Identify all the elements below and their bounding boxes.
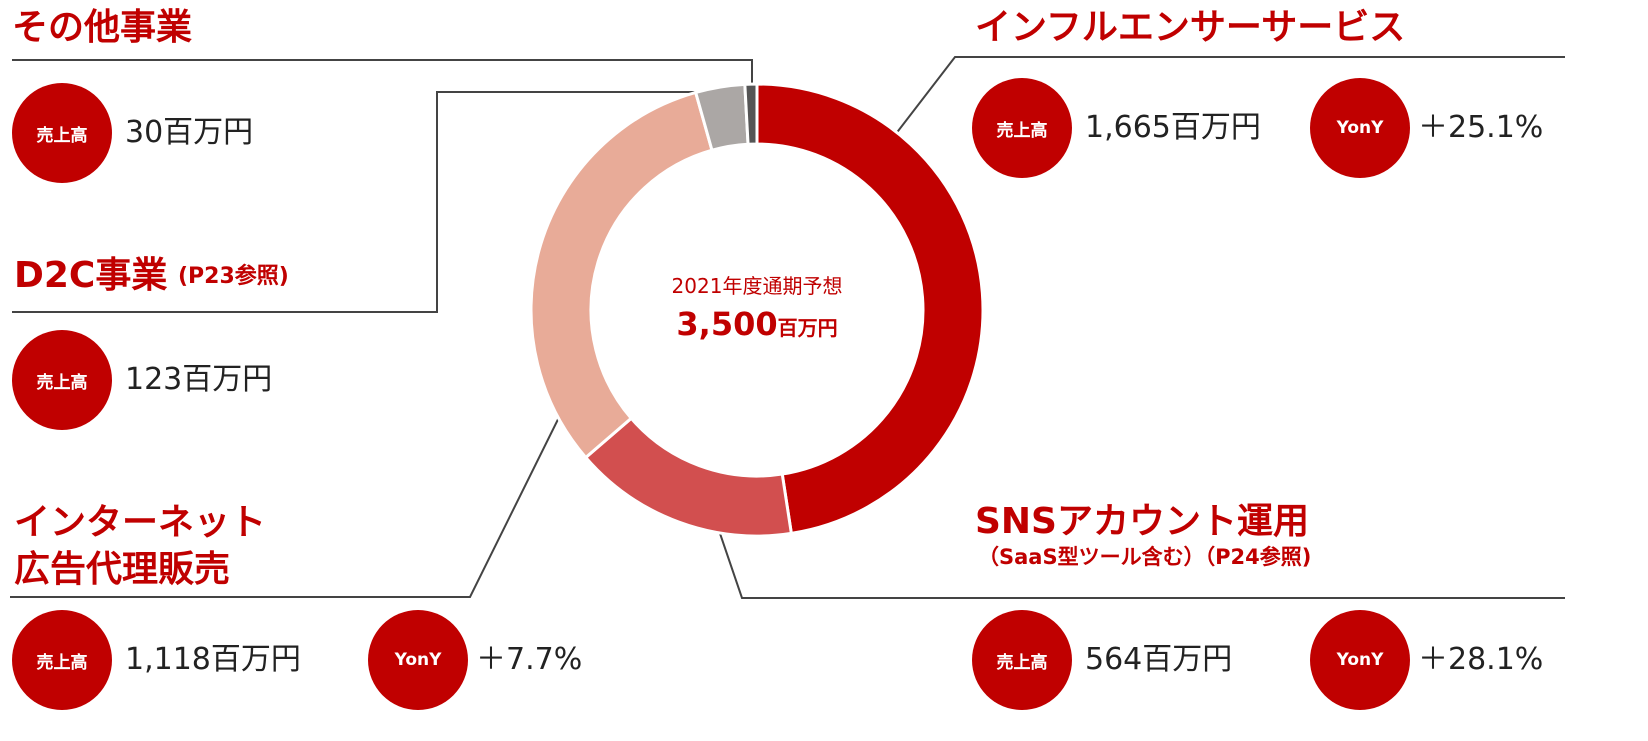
sales-value: 1,118百万円 (125, 642, 301, 677)
donut-segment (529, 90, 714, 460)
sales-badge: 売上高 (12, 83, 112, 183)
center-title: 2021年度通期予想 (672, 274, 843, 298)
category-title: D2C事業 (14, 255, 168, 296)
leader-lines (10, 56, 1565, 599)
total-unit: 百万円 (778, 316, 838, 340)
yony-badge: YonY (1310, 610, 1410, 710)
category-title: インフルエンサーサービス (975, 7, 1406, 48)
yony-value: ＋28.1% (1418, 642, 1544, 677)
category-title: インターネット 広告代理販売 (14, 502, 267, 590)
total: 3,500 (676, 305, 777, 343)
sales-value: 1,665百万円 (1085, 110, 1261, 145)
yony-badge: YonY (1310, 78, 1410, 178)
sales-value: 564百万円 (1085, 642, 1233, 677)
yony-value: ＋7.7% (476, 642, 583, 677)
yony-value: ＋25.1% (1418, 110, 1544, 145)
category-title: その他事業 (12, 7, 193, 48)
sales-value: 30百万円 (125, 115, 254, 150)
yony-badge: YonY (368, 610, 468, 710)
donut-segment (755, 82, 985, 536)
sales-value: 123百万円 (125, 362, 273, 397)
sales-badge: 売上高 (972, 610, 1072, 710)
sales-badge: 売上高 (972, 78, 1072, 178)
category-title: SNSアカウント運用 (975, 501, 1309, 542)
donut-segment (743, 82, 759, 146)
donut-segment (583, 416, 794, 538)
sales-badge: 売上高 (12, 610, 112, 710)
category-note: （SaaS型ツール含む）（P24参照) (978, 545, 1312, 569)
center-total: 3,500百万円 (676, 305, 837, 343)
sales-badge: 売上高 (12, 330, 112, 430)
category-note: (P23参照) (178, 264, 289, 289)
